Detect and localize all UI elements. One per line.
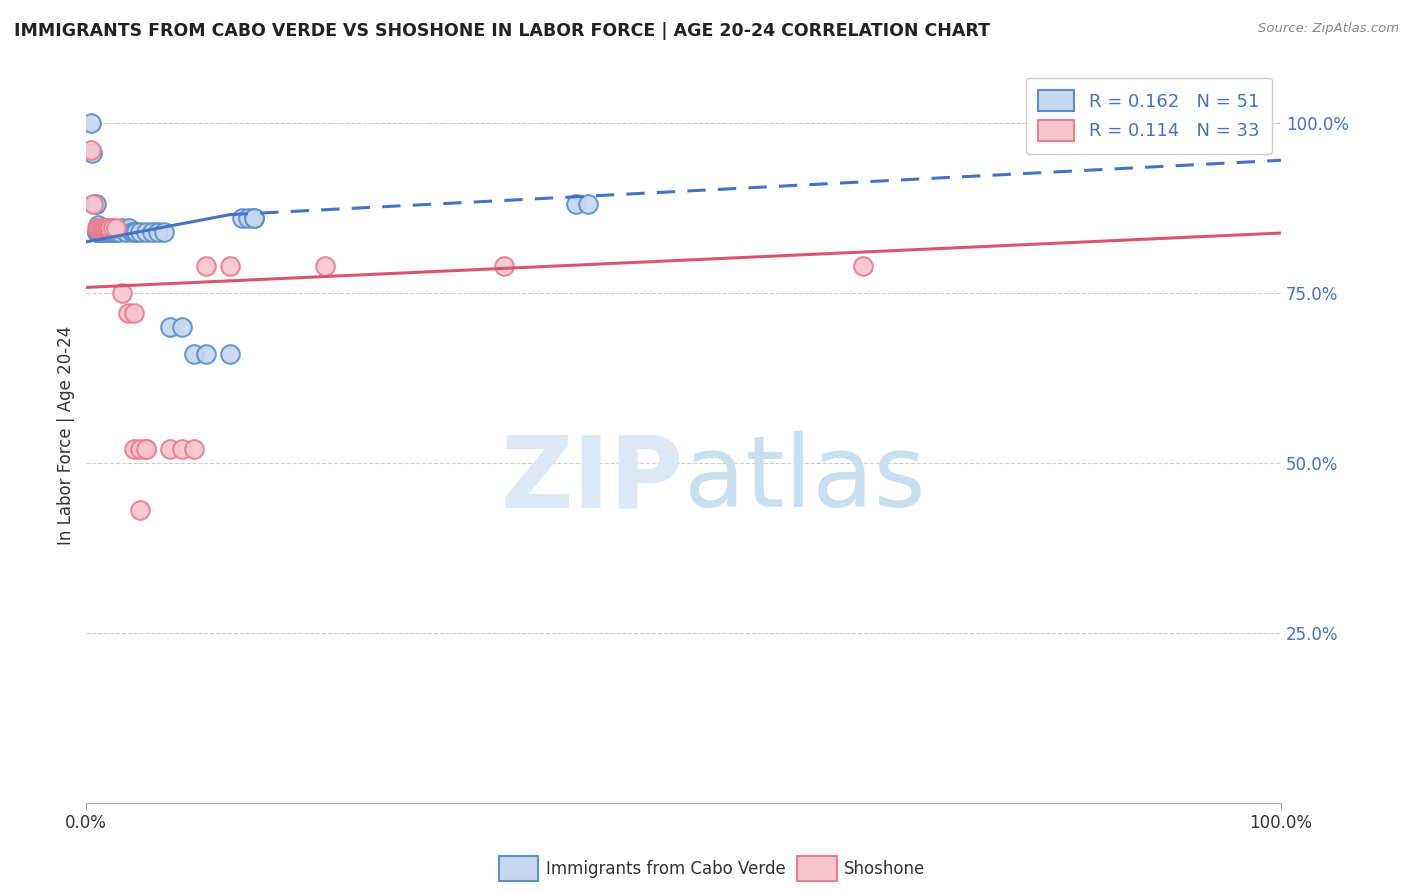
Point <box>129 225 152 239</box>
Point <box>122 306 145 320</box>
Point <box>236 211 259 225</box>
Point <box>565 197 588 211</box>
Point <box>111 285 134 300</box>
Point <box>194 347 217 361</box>
Point <box>80 116 103 130</box>
Point <box>94 225 117 239</box>
Point <box>218 347 240 361</box>
Text: Shoshone: Shoshone <box>844 860 925 878</box>
Point <box>117 306 139 320</box>
Point <box>97 225 120 239</box>
Point <box>135 442 157 457</box>
Point <box>98 221 121 235</box>
Point <box>84 197 107 211</box>
Point <box>90 221 112 235</box>
Point <box>1174 116 1197 130</box>
Point <box>94 221 117 235</box>
Point <box>90 221 112 235</box>
Point <box>194 259 217 273</box>
Point <box>100 225 122 239</box>
Point <box>105 221 128 235</box>
Point <box>242 211 264 225</box>
Point <box>90 225 112 239</box>
Point <box>93 225 115 239</box>
Text: IMMIGRANTS FROM CABO VERDE VS SHOSHONE IN LABOR FORCE | AGE 20-24 CORRELATION CH: IMMIGRANTS FROM CABO VERDE VS SHOSHONE I… <box>14 22 990 40</box>
Text: atlas: atlas <box>683 431 925 528</box>
Point <box>159 442 181 457</box>
Point <box>141 225 163 239</box>
Point <box>93 221 115 235</box>
Point <box>89 221 111 235</box>
Legend: R = 0.162   N = 51, R = 0.114   N = 33: R = 0.162 N = 51, R = 0.114 N = 33 <box>1025 78 1272 153</box>
Point <box>121 225 143 239</box>
Point <box>118 221 141 235</box>
Point <box>107 225 129 239</box>
Y-axis label: In Labor Force | Age 20-24: In Labor Force | Age 20-24 <box>58 326 75 545</box>
Point <box>87 218 110 232</box>
Point <box>101 225 124 239</box>
Point <box>114 225 136 239</box>
Point <box>122 225 145 239</box>
Point <box>111 221 134 235</box>
Point <box>170 442 193 457</box>
Point <box>91 225 114 239</box>
Point <box>86 225 108 239</box>
Point <box>98 221 121 235</box>
Point <box>101 221 124 235</box>
Point <box>183 347 205 361</box>
Point <box>91 221 114 235</box>
Point <box>89 225 111 239</box>
Point <box>852 259 875 273</box>
Point <box>242 211 264 225</box>
Point <box>576 197 599 211</box>
Point <box>87 221 110 235</box>
Point <box>97 221 120 235</box>
Point <box>122 442 145 457</box>
Point <box>83 197 105 211</box>
Point <box>105 225 128 239</box>
Point <box>86 221 108 235</box>
Point <box>96 221 118 235</box>
Point <box>135 442 157 457</box>
Point <box>183 442 205 457</box>
Point <box>98 225 121 239</box>
Point <box>90 225 112 239</box>
Point <box>125 225 148 239</box>
Point <box>90 221 112 235</box>
Point <box>94 221 117 235</box>
Point <box>231 211 253 225</box>
Point <box>82 146 104 161</box>
Point <box>82 197 104 211</box>
Point <box>218 259 240 273</box>
Point <box>93 221 115 235</box>
Point <box>87 225 110 239</box>
Point <box>146 225 169 239</box>
Point <box>90 221 112 235</box>
Point <box>98 221 121 235</box>
Point <box>96 221 118 235</box>
Point <box>103 225 125 239</box>
Point <box>494 259 516 273</box>
Text: Source: ZipAtlas.com: Source: ZipAtlas.com <box>1258 22 1399 36</box>
Point <box>314 259 336 273</box>
Point <box>159 319 181 334</box>
Point <box>129 442 152 457</box>
Point <box>135 225 157 239</box>
Point <box>129 503 152 517</box>
Point <box>86 225 108 239</box>
Point <box>153 225 176 239</box>
Text: ZIP: ZIP <box>501 431 683 528</box>
Point <box>97 221 120 235</box>
Point <box>91 221 114 235</box>
Text: Immigrants from Cabo Verde: Immigrants from Cabo Verde <box>546 860 786 878</box>
Point <box>170 319 193 334</box>
Point <box>80 143 103 157</box>
